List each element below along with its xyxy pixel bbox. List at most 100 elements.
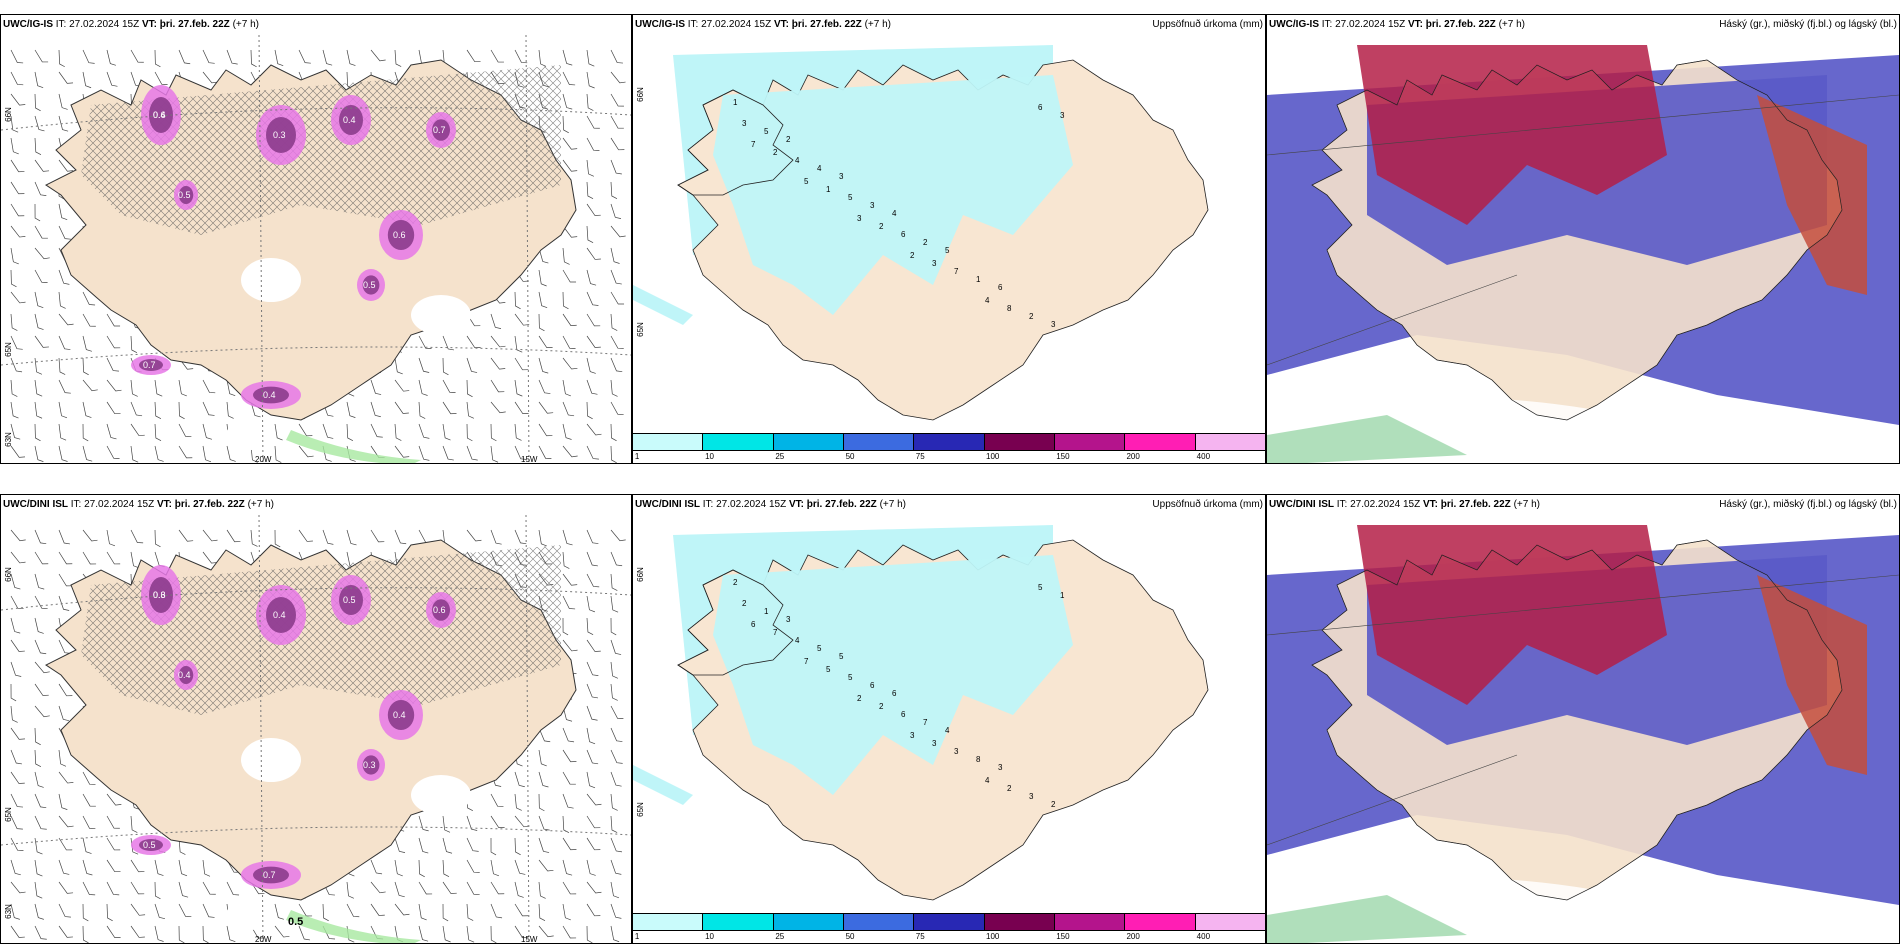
field-title: Uppsöfnuð úrkoma (mm)	[1152, 19, 1263, 30]
colorbar-tick: 1	[634, 932, 640, 941]
contour-value: 0.7	[433, 125, 446, 135]
precip-value: 5	[848, 193, 853, 202]
vt-label: VT:	[1407, 19, 1423, 30]
precip-value: 3	[1060, 111, 1065, 120]
contour-value: 0.6	[153, 110, 166, 120]
colorbar-cell	[1054, 434, 1126, 450]
colorbar-cell	[1054, 914, 1126, 930]
cloud-map-svg	[1267, 515, 1899, 943]
contour-value: 0.5	[143, 840, 156, 850]
model-name: UWC/DINI ISL	[635, 499, 700, 510]
colorbar-tick: 10	[705, 932, 715, 941]
lead-time: (+7 h)	[1498, 19, 1525, 30]
model-name: UWC/DINI ISL	[1269, 499, 1334, 510]
precip-value: 5	[848, 673, 853, 682]
contour-value: 0.7	[143, 360, 156, 370]
lat-label-66n: 66N	[635, 87, 645, 102]
precip-value: 6	[901, 710, 906, 719]
contour-value: 0.4	[343, 115, 356, 125]
precip-value: 2	[857, 694, 862, 703]
panel-header: UWC/IG-IS IT: 27.02.2024 15Z VT: þri. 27…	[1267, 15, 1899, 35]
valid-time: þri. 27.feb. 22Z	[174, 499, 245, 510]
contour-value: 0.3	[273, 130, 286, 140]
precip-value: 5	[826, 665, 831, 674]
lead-time: (+7 h)	[232, 19, 259, 30]
colorbar-tick: 75	[915, 452, 925, 461]
colorbar-tick: 75	[915, 932, 925, 941]
lat-label-65n: 65N	[635, 802, 645, 817]
precip-value: 7	[954, 267, 959, 276]
precip-value: 1	[764, 607, 769, 616]
precip-value: 3	[1029, 792, 1034, 801]
precip-value: 5	[804, 177, 809, 186]
panel-header: UWC/IG-IS IT: 27.02.2024 15Z VT: þri. 27…	[1, 15, 631, 35]
colorbar-cell	[914, 914, 985, 930]
contour-value: 0.3	[153, 590, 166, 600]
issue-time: IT: 27.02.2024 15Z	[687, 19, 772, 30]
vt-label: VT:	[156, 499, 172, 510]
colorbar-cell	[633, 914, 704, 930]
precip-value: 2	[1051, 800, 1056, 809]
precip-value: 1	[733, 98, 738, 107]
issue-time: IT: 27.02.2024 15Z	[702, 499, 787, 510]
precip-value: 1	[826, 185, 831, 194]
colorbar-cell	[914, 434, 985, 450]
colorbar-tick: 200	[1126, 932, 1140, 941]
precip-value: 1	[1060, 591, 1065, 600]
vt-label: VT:	[788, 499, 804, 510]
colorbar-cells	[633, 433, 1265, 451]
precip-value: 3	[870, 201, 875, 210]
precip-value: 3	[932, 739, 937, 748]
field-title: Uppsöfnuð úrkoma (mm)	[1152, 499, 1263, 510]
colorbar-cell	[843, 914, 915, 930]
precip-colorbar: 1 10 25 50 75 100 150 200 400	[633, 913, 1265, 943]
precip-value: 6	[901, 230, 906, 239]
model-name: UWC/IG-IS	[635, 19, 685, 30]
lon-label-15w: 15W	[521, 455, 538, 464]
precip-value: 1	[976, 275, 981, 284]
colorbar-tick: 100	[986, 452, 1000, 461]
precip-value: 4	[795, 156, 800, 165]
model-name: UWC/IG-IS	[3, 19, 53, 30]
wind-map-svg: 0.4 0.3 0.4 0.7 0.6 0.5 0.4 0.7 0.5 0.6	[1, 35, 631, 463]
precip-value: 4	[985, 296, 990, 305]
precip-value: 2	[786, 135, 791, 144]
vt-label: VT:	[1422, 499, 1438, 510]
valid-time: þri. 27.feb. 22Z	[159, 19, 230, 30]
lead-time: (+7 h)	[864, 19, 891, 30]
precip-value: 6	[892, 689, 897, 698]
valid-time: þri. 27.feb. 22Z	[791, 19, 862, 30]
panel-wind-dini: UWC/DINI ISL IT: 27.02.2024 15Z VT: þri.…	[0, 494, 632, 944]
colorbar-cell	[773, 434, 844, 450]
valid-time: þri. 27.feb. 22Z	[1440, 499, 1511, 510]
colorbar-cell	[984, 434, 1055, 450]
precip-value: 4	[892, 209, 897, 218]
precip-value: 7	[773, 628, 778, 637]
precip-value: 3	[1051, 320, 1056, 329]
colorbar-tick: 150	[1056, 932, 1070, 941]
lat-label-66n: 66N	[635, 567, 645, 582]
lat-label-66n: 66N	[3, 567, 13, 582]
vt-label: VT:	[773, 19, 789, 30]
colorbar-cells	[633, 913, 1265, 931]
precip-value: 7	[923, 718, 928, 727]
contour-value: 0.4	[153, 110, 166, 120]
precip-value: 3	[786, 615, 791, 624]
panel-header: UWC/DINI ISL IT: 27.02.2024 15Z VT: þri.…	[1, 495, 631, 515]
colorbar-cell	[1125, 434, 1196, 450]
precip-value: 2	[733, 578, 738, 587]
lon-label-20w: 20W	[255, 455, 272, 464]
panel-clouds-ig: UWC/IG-IS IT: 27.02.2024 15Z VT: þri. 27…	[1266, 14, 1900, 464]
issue-time: IT: 27.02.2024 15Z	[70, 499, 155, 510]
lat-label-66n: 66N	[3, 107, 13, 122]
valid-time: þri. 27.feb. 22Z	[1425, 19, 1496, 30]
lead-time: (+7 h)	[879, 499, 906, 510]
precip-value: 2	[742, 599, 747, 608]
lon-label-20w: 20W	[255, 935, 272, 944]
precip-value: 3	[954, 747, 959, 756]
precip-value: 3	[932, 259, 937, 268]
colorbar-tick: 25	[775, 452, 785, 461]
precip-value: 4	[817, 164, 822, 173]
contour-value: 0.4	[263, 390, 276, 400]
